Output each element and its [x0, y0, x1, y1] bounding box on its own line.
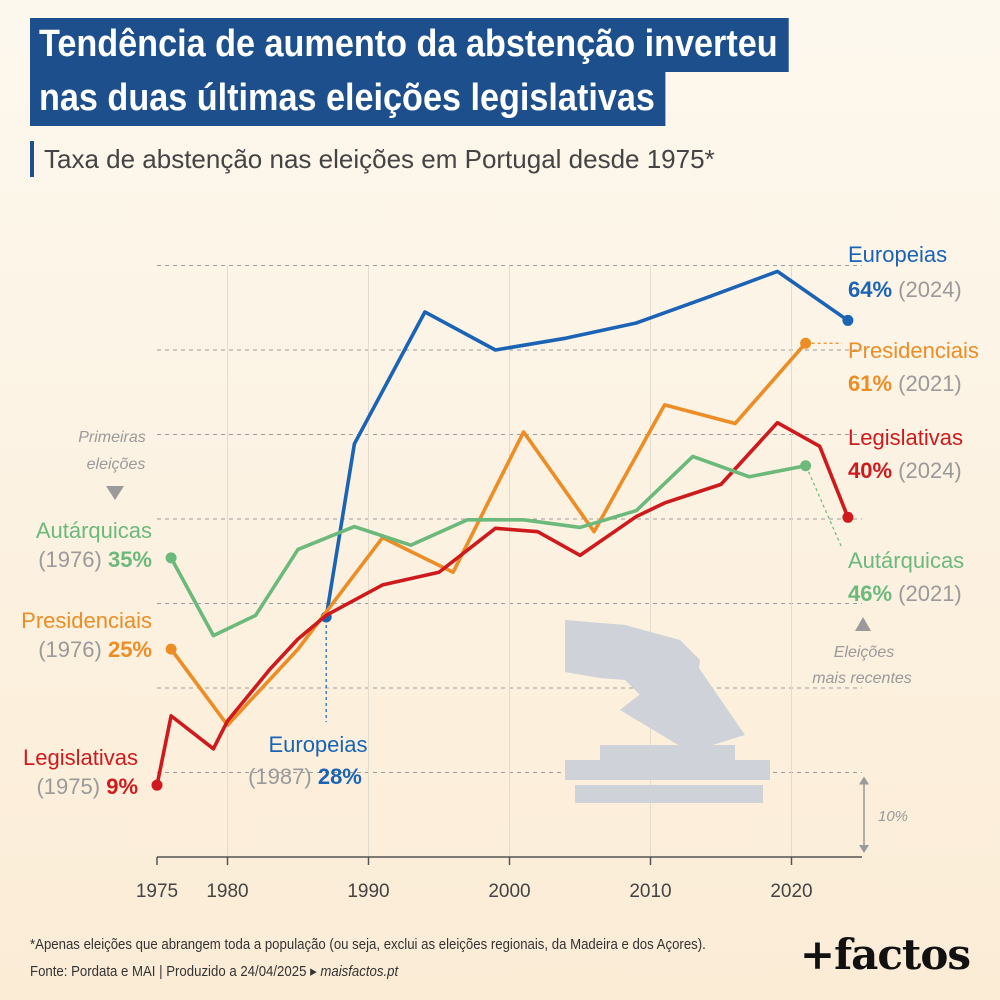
title-line-2: nas duas últimas eleições legislativas: [30, 72, 666, 126]
series-end-point-presidenciais: [800, 337, 812, 349]
last-label-value-autarquicas: 46% (2021): [848, 581, 962, 606]
first-label-name-europeias: Europeias: [268, 732, 367, 757]
recent-elections-note-line1: Eleições: [834, 644, 894, 661]
source-site-link[interactable]: maisfactos.pt: [320, 963, 399, 980]
series-start-point-autarquicas: [165, 552, 177, 564]
last-label-name-autarquicas: Autárquicas: [848, 548, 964, 573]
series-start-point-legislativas: [151, 779, 163, 791]
x-tick-label: 2010: [629, 881, 671, 902]
x-tick-label: 2020: [770, 881, 812, 902]
first-label-name-presidenciais: Presidenciais: [21, 608, 152, 633]
scale-arrow-up-icon: [859, 776, 869, 785]
series-line-autarquicas: [169, 454, 808, 638]
voting-hand: [565, 620, 700, 715]
ballot-box-illustration: [565, 620, 770, 803]
label-layer: Autárquicas (1976) 35% Presidenciais (1976)…: [21, 242, 979, 853]
brand-logo: +factos: [799, 930, 971, 979]
series-end-point-europeias: [842, 314, 854, 326]
series-start-point-presidenciais: [165, 643, 177, 655]
last-label-name-legislativas: Legislativas: [848, 425, 963, 450]
scale-note: 10%: [878, 808, 908, 825]
recent-elections-note-line2: mais recentes: [812, 670, 912, 687]
recent-elections-arrow-icon: [855, 617, 871, 631]
series-end-point-autarquicas: [800, 460, 812, 472]
first-elections-note-line1: Primeiras: [78, 429, 146, 446]
x-tick-label: 1990: [347, 881, 389, 902]
last-label-name-presidenciais: Presidenciais: [848, 338, 979, 363]
scale-arrow-down-icon: [859, 845, 869, 853]
first-label-value-autarquicas: (1976) 35%: [38, 547, 152, 572]
series-line-presidenciais: [169, 341, 808, 727]
first-elections-arrow-icon: [106, 486, 124, 500]
footnote: *Apenas eleições que abrangem toda a pop…: [30, 936, 706, 953]
series-layer: [151, 269, 854, 791]
source-text: Fonte: Pordata e MAI | Produzido a 24/04…: [30, 963, 321, 980]
last-label-value-presidenciais: 61% (2021): [848, 371, 962, 396]
series-line-europeias: [324, 269, 850, 619]
x-tick-label: 2000: [488, 881, 530, 902]
last-label-value-legislativas: 40% (2024): [848, 458, 962, 483]
first-label-value-legislativas: (1975) 9%: [36, 774, 138, 799]
last-label-name-europeias: Europeias: [848, 242, 947, 267]
series-end-point-legislativas: [842, 511, 854, 523]
first-label-name-legislativas: Legislativas: [23, 745, 138, 770]
first-label-value-presidenciais: (1976) 25%: [38, 637, 152, 662]
title-block: Tendência de aumento da abstenção invert…: [30, 18, 873, 126]
grid-layer: 1975 1980 1990 2000 2010 2020: [136, 265, 862, 902]
last-label-value-europeias: 64% (2024): [848, 277, 962, 302]
source-line: Fonte: Pordata e MAI | Produzido a 24/04…: [30, 962, 398, 980]
first-label-name-autarquicas: Autárquicas: [36, 518, 152, 543]
chart-subtitle: Taxa de abstenção nas eleições em Portug…: [30, 141, 715, 177]
first-label-value-europeias: (1987) 28%: [248, 764, 362, 789]
ballot-slot-frame: [600, 745, 735, 760]
x-tick-label: 1975: [136, 881, 178, 902]
series-line-legislativas: [155, 420, 850, 787]
x-tick-label: 1980: [206, 881, 248, 902]
autarquicas-leader-line: [808, 471, 843, 549]
ballot-box-top: [565, 760, 770, 780]
ballot-box-base: [575, 785, 763, 803]
title-line-1: Tendência de aumento da abstenção invert…: [30, 18, 789, 72]
first-elections-note-line2: eleições: [87, 456, 146, 473]
